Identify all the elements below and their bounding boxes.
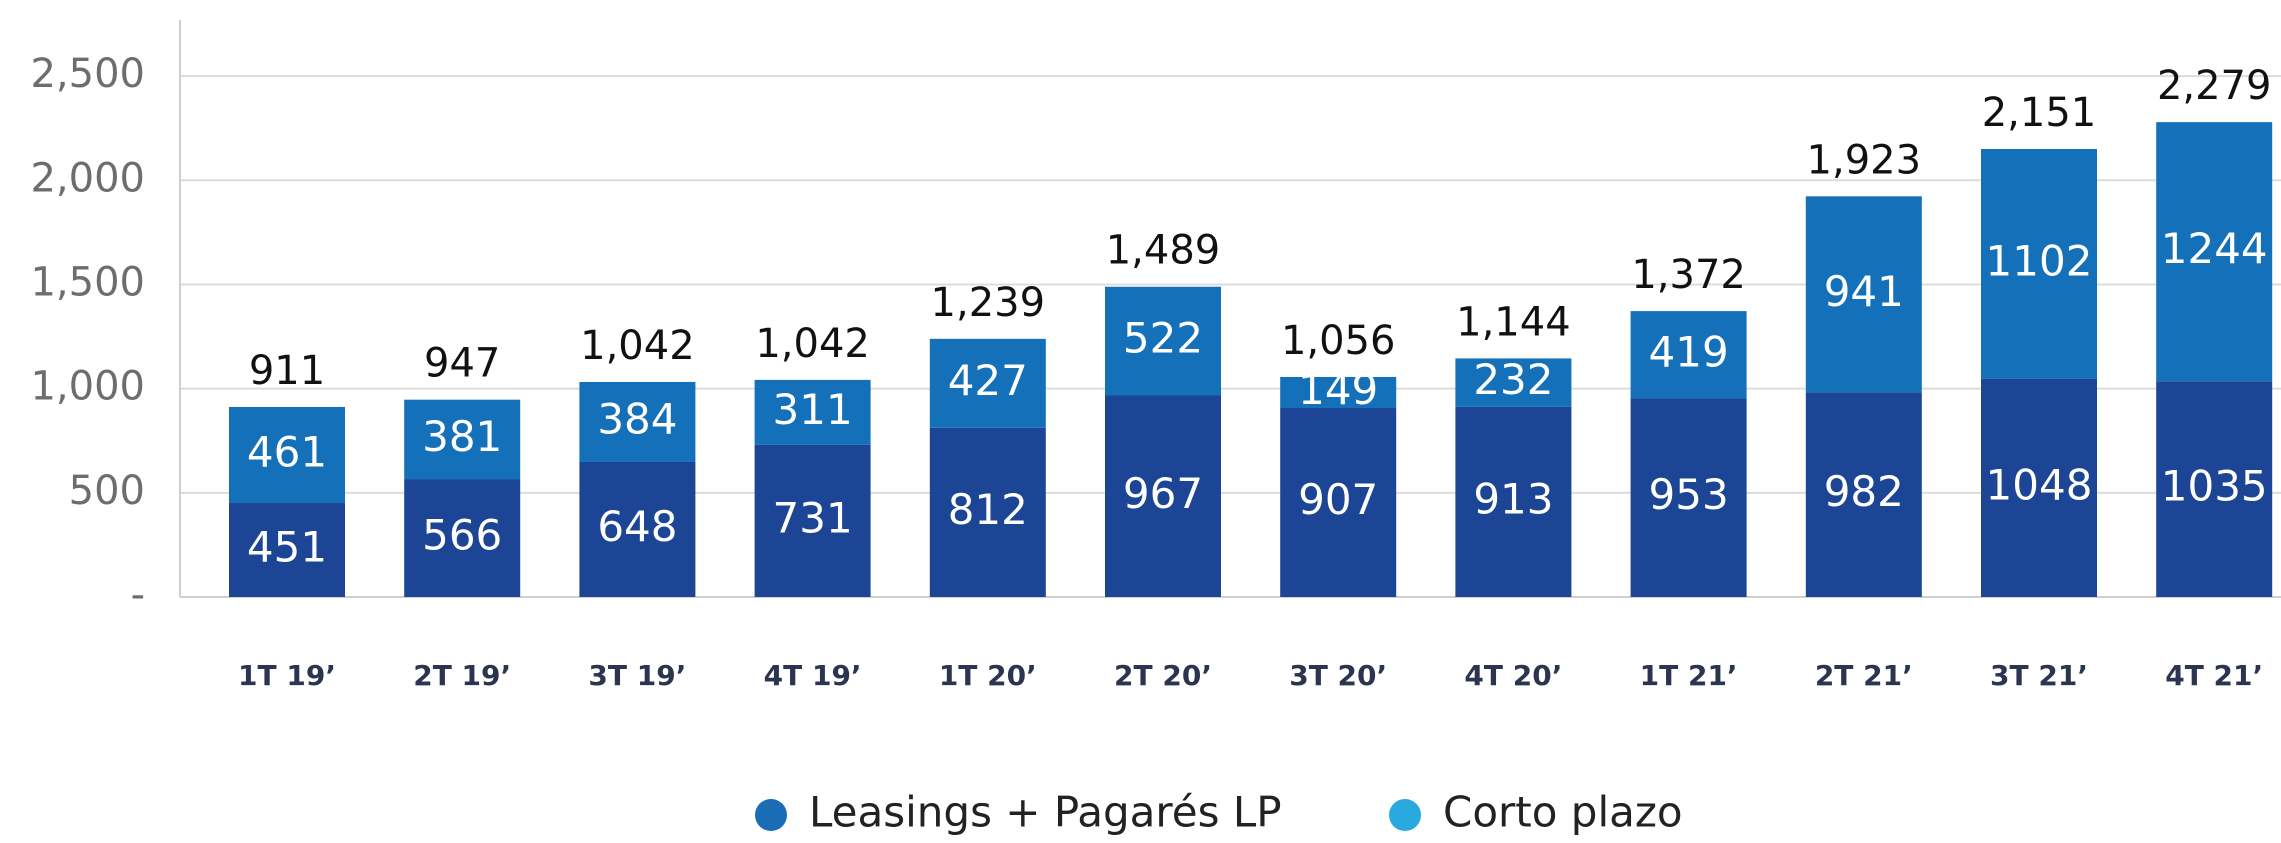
legend-label: Leasings + Pagarés LP (809, 788, 1282, 837)
segment-label: 731 (773, 493, 853, 542)
segment-label: 982 (1824, 467, 1904, 516)
bar-segment (404, 399, 521, 480)
segment-label: 461 (247, 428, 327, 477)
x-tick-label: 2T 21’ (1815, 659, 1913, 692)
total-label: 1,239 (931, 280, 1046, 326)
segment-label: 1048 (1986, 460, 2093, 509)
segment-label: 522 (1123, 314, 1203, 363)
bar-segment (1981, 378, 2097, 597)
segment-label: 967 (1123, 469, 1203, 518)
x-tick-label: 1T 20’ (939, 659, 1037, 692)
total-label: 1,144 (1456, 299, 1571, 345)
x-tick-label: 1T 19’ (238, 659, 336, 692)
segment-label: 648 (597, 502, 677, 551)
bar-segment (754, 379, 871, 445)
bar-segment (929, 427, 1046, 597)
bar-segment (579, 381, 696, 462)
y-tick-label: 2,000 (30, 155, 145, 201)
segment-label: 419 (1649, 327, 1729, 376)
y-tick-label: - (131, 572, 145, 618)
bar-segment (1105, 395, 1221, 597)
bar-segment (1805, 392, 1922, 597)
segment-label: 907 (1298, 475, 1378, 524)
total-label: 947 (424, 341, 500, 387)
segment-label: 913 (1473, 474, 1553, 523)
x-tick-label: 4T 20’ (1464, 659, 1562, 692)
segment-label: 941 (1824, 267, 1904, 316)
bar-segment (2156, 122, 2273, 382)
segment-label: 566 (422, 511, 502, 560)
bar-segment (1805, 196, 1922, 393)
total-label: 1,372 (1631, 252, 1746, 298)
bar-segment (1455, 358, 1572, 407)
bar-segment (1280, 408, 1397, 597)
bar-segment (1630, 311, 1747, 399)
segment-label: 1244 (2161, 224, 2268, 273)
x-tick-label: 4T 19’ (764, 659, 862, 692)
segment-label: 427 (948, 356, 1028, 405)
bar-segment (1630, 398, 1747, 597)
total-label: 1,923 (1807, 137, 1922, 183)
bar-segment (1455, 406, 1572, 597)
total-label: 2,151 (1982, 90, 2097, 136)
x-tick-label: 2T 20’ (1114, 659, 1212, 692)
y-tick-label: 2,500 (30, 51, 145, 97)
y-tick-label: 1,500 (30, 259, 145, 305)
x-tick-label: 3T 21’ (1990, 659, 2088, 692)
bar-segment (929, 338, 1046, 428)
total-label: 1,489 (1106, 228, 1221, 274)
total-label: 1,056 (1281, 318, 1396, 364)
legend-label: Corto plazo (1443, 788, 1683, 837)
segment-label: 812 (948, 485, 1028, 534)
total-label: 1,042 (580, 323, 695, 369)
segment-label: 311 (773, 385, 853, 434)
total-label: 2,279 (2157, 63, 2272, 109)
segment-label: 953 (1649, 470, 1729, 519)
bar-segment (1280, 376, 1397, 409)
bar-segment (754, 444, 871, 597)
y-tick-label: 1,000 (30, 364, 145, 410)
bar-segment (1105, 286, 1221, 396)
bar-segment (229, 406, 345, 504)
y-tick-label: 500 (69, 468, 145, 514)
segment-label: 381 (422, 412, 502, 461)
segment-label: 149 (1298, 365, 1378, 414)
segment-label: 232 (1473, 355, 1553, 404)
x-tick-label: 3T 20’ (1289, 659, 1387, 692)
segment-label: 451 (247, 523, 327, 572)
segment-label: 384 (597, 394, 677, 443)
bar-segment (229, 503, 345, 597)
total-label: 1,042 (755, 321, 870, 367)
x-tick-label: 2T 19’ (413, 659, 511, 692)
total-label: 911 (249, 348, 325, 394)
bar-segment (1981, 149, 2097, 379)
legend-marker (1389, 799, 1421, 831)
segment-label: 1035 (2161, 462, 2268, 511)
x-tick-label: 1T 21’ (1640, 659, 1738, 692)
legend-marker (755, 799, 787, 831)
bar-segment (2156, 381, 2273, 597)
x-tick-label: 4T 21’ (2165, 659, 2263, 692)
bar-segment (579, 461, 696, 597)
segment-label: 1102 (1986, 236, 2093, 285)
x-tick-label: 3T 19’ (588, 659, 686, 692)
bar-segment (404, 479, 521, 597)
